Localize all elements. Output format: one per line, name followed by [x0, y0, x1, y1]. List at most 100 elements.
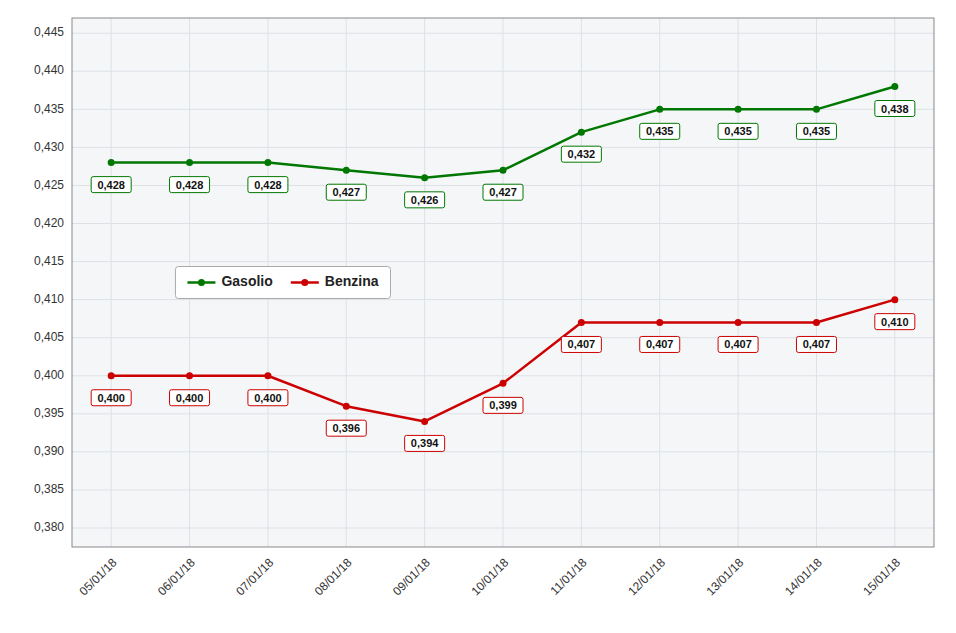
point — [891, 296, 898, 303]
y-tick-label: 0,430 — [34, 140, 64, 154]
data-label: 0,426 — [411, 194, 439, 206]
data-label: 0,400 — [176, 392, 204, 404]
data-label: 0,435 — [803, 125, 831, 137]
data-label-box — [170, 390, 210, 406]
data-label-box — [796, 336, 836, 352]
y-tick-label: 0,395 — [34, 406, 64, 420]
x-tick-label: 10/01/18 — [468, 555, 511, 598]
y-tick-label: 0,400 — [34, 368, 64, 382]
x-tick-label: 06/01/18 — [155, 555, 198, 598]
x-tick-label: 12/01/18 — [625, 555, 668, 598]
point — [186, 159, 193, 166]
point — [578, 319, 585, 326]
legend-label: Benzina — [325, 273, 379, 289]
y-tick-label: 0,445 — [34, 25, 64, 39]
data-label-box — [875, 101, 915, 117]
x-tick-label: 13/01/18 — [703, 555, 746, 598]
point — [500, 380, 507, 387]
data-label-box — [326, 420, 366, 436]
data-label-box — [483, 397, 523, 413]
series-line — [111, 300, 895, 422]
x-grid-line — [738, 18, 739, 547]
x-grid-line — [581, 18, 582, 547]
data-label-box — [561, 336, 601, 352]
y-tick-label: 0,420 — [34, 216, 64, 230]
series-marks — [108, 83, 899, 425]
point — [656, 106, 663, 113]
legend-marker — [301, 279, 308, 286]
x-grid-line — [894, 18, 895, 547]
data-label: 0,400 — [97, 392, 125, 404]
data-label: 0,400 — [254, 392, 282, 404]
data-label: 0,407 — [803, 338, 831, 350]
point — [108, 159, 115, 166]
point — [578, 129, 585, 136]
y-tick-label: 0,435 — [34, 102, 64, 116]
point — [264, 372, 271, 379]
x-grid-line — [659, 18, 660, 547]
axes: 0,380 0,385 0,390 0,395 0,400 0,405 0,410 0,415… — [34, 25, 903, 598]
data-label-box — [405, 192, 445, 208]
point — [735, 106, 742, 113]
data-label-box — [875, 314, 915, 330]
data-label-box — [91, 390, 131, 406]
point — [264, 159, 271, 166]
x-tick-label: 09/01/18 — [390, 555, 433, 598]
point — [186, 372, 193, 379]
point — [813, 106, 820, 113]
y-tick-label: 0,440 — [34, 63, 64, 77]
x-tick-label: 14/01/18 — [782, 555, 825, 598]
data-labels: 0,4280,4280,4280,4270,4260,4270,4320,435… — [91, 101, 915, 452]
legend-box — [175, 267, 390, 299]
point — [500, 167, 507, 174]
data-label-box — [483, 184, 523, 200]
y-tick-label: 0,410 — [34, 292, 64, 306]
legend: Gasolio Benzina — [175, 267, 390, 299]
x-grid-line — [503, 18, 504, 547]
data-label-box — [170, 177, 210, 193]
data-label: 0,428 — [176, 179, 204, 191]
data-label-box — [91, 177, 131, 193]
data-label: 0,428 — [254, 179, 282, 191]
point — [813, 319, 820, 326]
series-line — [111, 87, 895, 178]
data-label-box — [718, 123, 758, 139]
plot-area — [72, 18, 934, 547]
data-label: 0,410 — [881, 316, 909, 328]
point — [343, 167, 350, 174]
y-tick-label: 0,390 — [34, 444, 64, 458]
x-tick-label: 05/01/18 — [77, 555, 120, 598]
y-tick-label: 0,380 — [34, 520, 64, 534]
data-label: 0,399 — [489, 399, 517, 411]
data-label: 0,407 — [568, 338, 596, 350]
chart: 0,380 0,385 0,390 0,395 0,400 0,405 0,410 0,415… — [0, 0, 956, 633]
x-tick-label: 15/01/18 — [860, 555, 903, 598]
point — [735, 319, 742, 326]
point — [343, 403, 350, 410]
data-label: 0,407 — [724, 338, 752, 350]
data-label-box — [796, 123, 836, 139]
point — [108, 372, 115, 379]
x-grid-line — [816, 18, 817, 547]
data-label-box — [326, 184, 366, 200]
y-tick-label: 0,385 — [34, 482, 64, 496]
plot-frame — [72, 18, 934, 547]
legend-marker — [198, 279, 205, 286]
x-tick-label: 08/01/18 — [312, 555, 355, 598]
legend-label: Gasolio — [221, 273, 272, 289]
data-label-box — [640, 123, 680, 139]
grid — [72, 18, 934, 547]
data-label-box — [640, 336, 680, 352]
data-label: 0,394 — [411, 437, 439, 449]
data-label: 0,427 — [333, 186, 361, 198]
data-label: 0,427 — [489, 186, 517, 198]
point — [656, 319, 663, 326]
data-label: 0,428 — [97, 179, 125, 191]
y-tick-label: 0,425 — [34, 178, 64, 192]
data-label-box — [248, 177, 288, 193]
y-tick-label: 0,415 — [34, 254, 64, 268]
point — [421, 174, 428, 181]
data-label-box — [405, 435, 445, 451]
data-label-box — [561, 146, 601, 162]
y-tick-label: 0,405 — [34, 330, 64, 344]
